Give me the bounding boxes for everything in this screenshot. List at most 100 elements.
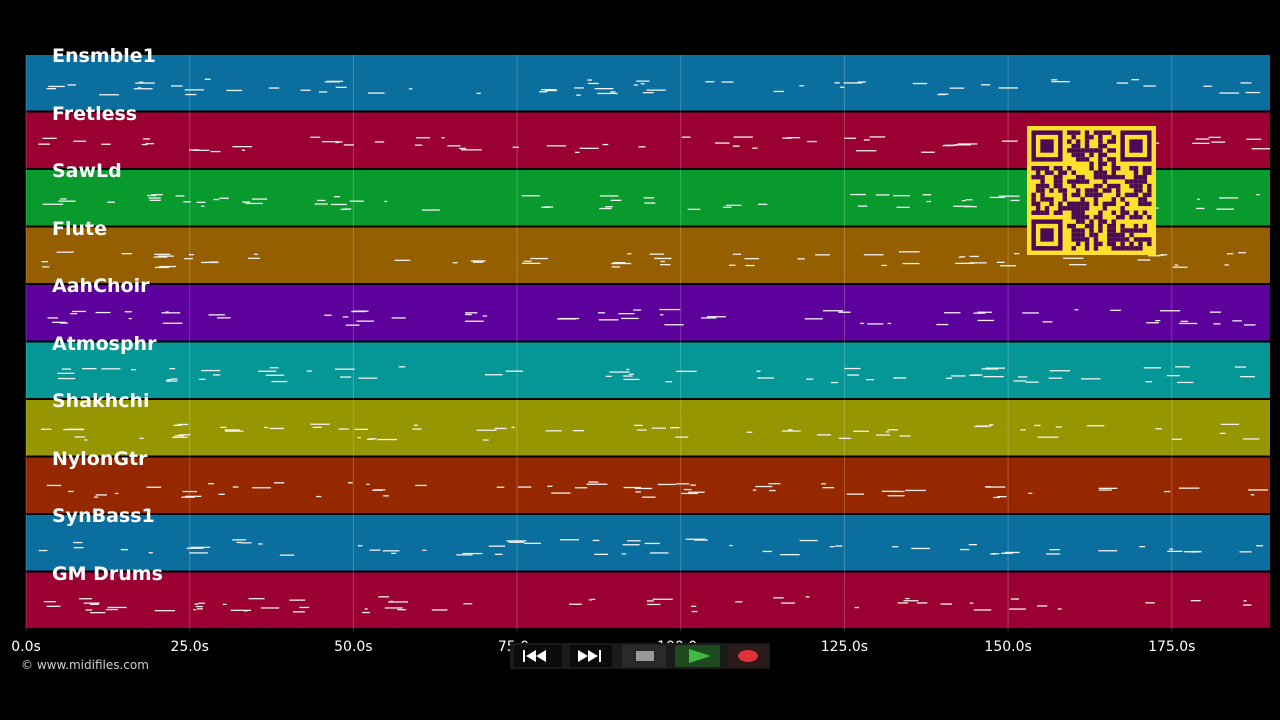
note-mark <box>175 195 185 197</box>
note-mark <box>230 609 252 611</box>
note-mark <box>252 198 268 200</box>
note-mark <box>162 322 183 324</box>
stop-button[interactable] <box>622 645 666 667</box>
note-mark <box>574 87 584 89</box>
note-mark <box>1244 324 1256 326</box>
note-mark <box>356 320 374 322</box>
note-mark <box>220 426 227 428</box>
note-mark <box>939 93 949 95</box>
note-mark <box>805 596 810 598</box>
note-mark <box>248 257 260 259</box>
note-mark <box>52 321 66 323</box>
note-mark <box>470 260 486 262</box>
play-button[interactable] <box>675 645 720 667</box>
note-mark <box>635 491 641 493</box>
note-mark <box>594 553 609 555</box>
note-mark <box>1192 142 1210 144</box>
note-mark <box>1034 424 1041 427</box>
note-mark <box>473 261 484 263</box>
note-mark <box>735 601 743 603</box>
track-name: AahChoir <box>52 275 150 297</box>
note-mark <box>893 377 907 379</box>
note-mark <box>1178 487 1200 489</box>
note-mark <box>804 318 823 320</box>
note-mark <box>1074 309 1079 311</box>
note-mark <box>1131 79 1140 81</box>
note-mark <box>545 430 562 432</box>
note-mark <box>758 203 768 205</box>
note-mark <box>465 313 472 316</box>
note-mark <box>271 380 288 383</box>
note-mark <box>1049 549 1060 551</box>
note-mark <box>137 87 142 89</box>
note-mark <box>723 206 732 208</box>
note-mark <box>621 317 639 320</box>
note-mark <box>342 316 349 318</box>
note-mark <box>193 149 210 151</box>
note-mark <box>968 544 977 546</box>
note-mark <box>73 541 83 544</box>
track-lane <box>26 457 1270 513</box>
note-mark <box>151 194 163 196</box>
note-mark <box>260 607 280 609</box>
note-mark <box>599 207 612 210</box>
note-mark <box>996 261 1005 263</box>
note-mark <box>265 374 285 376</box>
note-mark <box>73 140 86 142</box>
note-mark <box>1180 320 1188 322</box>
note-mark <box>1238 252 1246 254</box>
note-mark <box>397 609 406 611</box>
note-mark <box>210 150 221 153</box>
note-mark <box>340 376 352 378</box>
rewind-button[interactable] <box>514 645 562 667</box>
note-mark <box>1155 320 1161 322</box>
note-mark <box>541 89 557 91</box>
note-mark <box>887 495 905 497</box>
note-mark <box>67 490 74 493</box>
note-mark <box>579 147 599 149</box>
note-mark <box>248 598 265 600</box>
note-mark <box>867 323 884 325</box>
note-mark <box>732 145 740 147</box>
note-mark <box>574 487 588 489</box>
note-mark <box>642 496 656 498</box>
note-mark <box>984 486 1006 488</box>
note-mark <box>101 143 111 145</box>
note-mark <box>353 310 369 312</box>
note-mark <box>345 324 360 326</box>
note-mark <box>799 539 818 542</box>
note-mark <box>135 82 155 84</box>
note-mark <box>310 423 330 425</box>
note-mark <box>128 317 132 320</box>
note-mark <box>627 540 641 542</box>
record-button[interactable] <box>728 645 768 667</box>
note-mark <box>622 544 640 546</box>
note-mark <box>269 427 284 430</box>
note-mark <box>338 428 349 430</box>
note-mark <box>610 91 616 93</box>
note-mark <box>1248 489 1268 491</box>
note-mark <box>1250 494 1255 496</box>
note-mark <box>1175 366 1190 368</box>
note-mark <box>394 259 411 261</box>
note-mark <box>269 367 279 369</box>
note-mark <box>681 492 699 495</box>
note-mark <box>253 253 259 255</box>
note-mark <box>73 547 84 549</box>
note-mark <box>597 92 618 95</box>
note-mark <box>762 550 772 553</box>
note-mark <box>1098 550 1118 552</box>
note-mark <box>857 81 866 83</box>
note-mark <box>598 312 606 314</box>
note-mark <box>447 145 461 147</box>
note-mark <box>665 381 672 383</box>
note-mark <box>139 437 144 439</box>
track-lane <box>26 55 1270 111</box>
note-mark <box>1167 550 1183 552</box>
fast-forward-button[interactable] <box>570 645 612 667</box>
note-mark <box>268 87 280 89</box>
note-mark <box>830 381 838 384</box>
note-mark <box>458 147 467 150</box>
note-mark <box>1110 309 1121 311</box>
note-mark <box>1143 85 1156 87</box>
